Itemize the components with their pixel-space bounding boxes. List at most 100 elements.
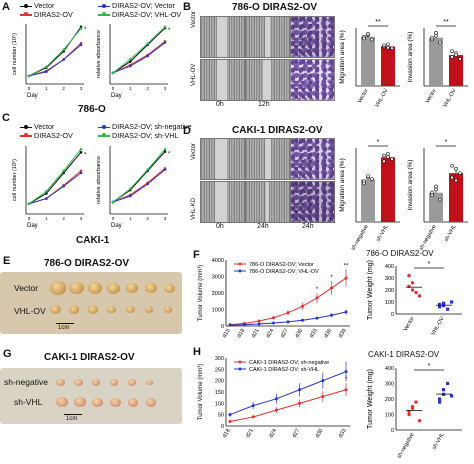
data-point <box>45 65 48 69</box>
invasion-image <box>290 16 335 58</box>
significance-mark: * <box>377 139 380 146</box>
significance-mark: ** <box>344 264 349 270</box>
data-point <box>163 25 167 29</box>
significance-mark: * <box>84 27 87 33</box>
data-point <box>272 316 275 320</box>
x-tick-label: 3 <box>164 216 167 221</box>
data-point <box>344 370 348 374</box>
y-tick-label: 0 <box>391 312 394 318</box>
data-point <box>417 419 422 423</box>
data-point <box>251 415 255 419</box>
x-tick-label: 0 <box>112 86 115 91</box>
data-point <box>382 43 386 48</box>
legend-marker <box>238 262 242 266</box>
data-point <box>163 147 167 151</box>
data-point <box>163 41 167 44</box>
data-point <box>454 166 458 171</box>
series-line <box>112 42 166 74</box>
scale-label: 1cm <box>66 416 78 422</box>
panel-label-e: E <box>3 255 11 267</box>
series-line <box>28 172 82 205</box>
data-point <box>344 388 348 392</box>
bar <box>429 192 443 222</box>
series-line <box>28 148 82 205</box>
wound-image <box>245 59 290 101</box>
data-point <box>430 190 434 195</box>
legend-label: DIRAS2-OV; sh-negative <box>112 122 192 131</box>
legend-item: Vector <box>20 1 73 11</box>
x-tick-label: d18 <box>222 428 232 439</box>
data-point <box>450 300 454 304</box>
data-point <box>438 302 442 306</box>
data-point <box>129 194 132 198</box>
chart-a-growth: 0 1 2 3 Day cell number (10⁵) * <box>12 24 87 99</box>
wound-image <box>245 16 290 58</box>
x-tick-label: 2 <box>146 86 149 91</box>
data-point <box>45 190 48 193</box>
scale-bar <box>64 414 82 415</box>
invasion-image <box>290 181 335 223</box>
group-label: sh-VHL <box>443 224 457 243</box>
y-axis-label: Tumor Weight (mg) <box>367 369 374 429</box>
tumor-specimen <box>56 378 65 387</box>
y-tick-label: 3000 <box>212 275 224 281</box>
time-label: 24h <box>257 223 269 230</box>
y-tick-label: 100 <box>385 413 394 419</box>
data-point <box>458 171 462 175</box>
tumor-specimen <box>69 281 84 295</box>
legend-item: DIRAS2-OV; sh-negative <box>98 122 192 132</box>
data-point <box>386 152 390 156</box>
x-tick-label: d21 <box>245 428 255 439</box>
data-point <box>243 323 246 327</box>
legend-a-right: DIRAS2-OV; Vector DIRAS2-OV; VHL-OV <box>98 1 182 20</box>
data-point <box>286 311 290 315</box>
tumor-specimen <box>146 379 153 386</box>
chart-a-absorbance: 0 1 2 3 Day relative absorbance * <box>96 24 171 99</box>
chart-f-volume: 0 1000 2000 3000 4000 d15 d18 d21 d24 d27 d30 d33 d3… <box>198 258 350 339</box>
x-tick-label: d27 <box>280 328 290 339</box>
data-point <box>344 310 348 314</box>
data-point <box>274 408 278 412</box>
legend-label: DIRAS2-OV; VHL-OV <box>112 9 182 19</box>
group-label: VHL-OV <box>430 316 446 337</box>
data-point <box>79 169 83 173</box>
data-point <box>454 178 458 183</box>
data-point <box>438 197 442 202</box>
data-point <box>27 202 31 206</box>
y-axis-label: Migration area (%) <box>339 30 346 83</box>
data-point <box>79 43 83 47</box>
tumor-specimen <box>92 379 100 386</box>
legend-item: DIRAS2-OV; VHL-OV <box>98 9 182 20</box>
data-point <box>62 184 65 188</box>
data-point <box>344 276 348 280</box>
x-tick-label: 0 <box>28 86 31 91</box>
data-point <box>407 409 411 414</box>
data-point <box>386 155 390 159</box>
data-point <box>315 296 319 300</box>
y-tick-label: 0 <box>221 424 224 430</box>
group-label: Vector <box>403 316 416 333</box>
series-line <box>112 148 166 203</box>
x-tick-label: 1 <box>129 86 132 91</box>
cell-line-label-a: 786-O <box>78 104 106 115</box>
y-tick-label: 400 <box>385 366 394 372</box>
series-line <box>28 44 82 77</box>
legend-label: Vector <box>34 1 55 10</box>
x-axis-label: Day <box>27 223 38 229</box>
x-tick-label: d15 <box>222 328 232 339</box>
panel-label-c: C <box>2 112 10 124</box>
legend-marker <box>238 360 242 364</box>
x-axis-label: Day <box>27 93 38 99</box>
x-tick-label: 3 <box>80 216 83 221</box>
data-point <box>330 313 333 317</box>
data-point <box>62 58 65 61</box>
wound-image <box>245 181 290 223</box>
data-point <box>417 294 422 298</box>
data-point <box>228 323 232 327</box>
data-point <box>79 147 83 151</box>
data-point <box>407 273 411 278</box>
data-point <box>163 150 167 153</box>
chart-c-growth: 0 1 2 3 Day cell number (10⁵) * <box>12 146 87 229</box>
data-point <box>407 412 411 417</box>
y-tick-label: 0 <box>221 324 224 330</box>
